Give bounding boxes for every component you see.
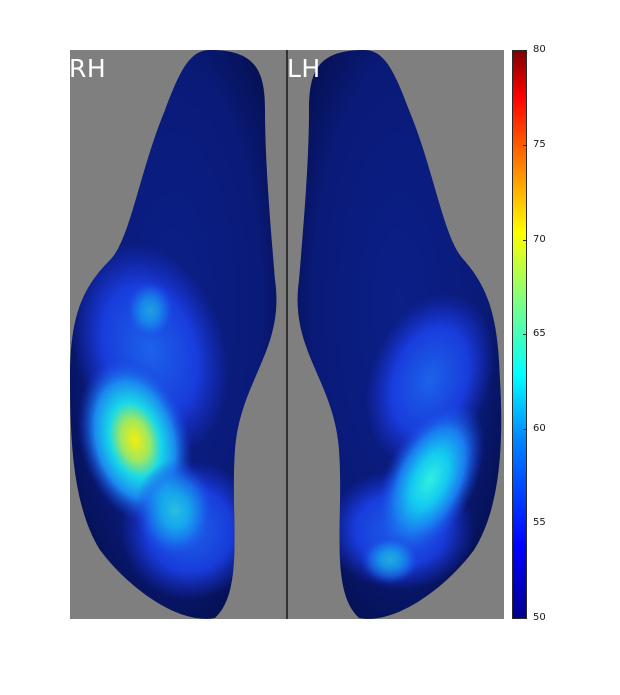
colorbar-tick-label: 65 [533, 328, 546, 339]
activation-map-rh [70, 242, 260, 600]
colorbar-tick-label: 55 [533, 517, 546, 528]
colorbar-tick-label: 50 [533, 612, 546, 623]
right-hemisphere-label: RH [69, 54, 107, 83]
colorbar-tick-label: 70 [533, 234, 546, 245]
left-hemisphere-label: LH [287, 54, 321, 83]
colorbar-tick-label: 80 [533, 44, 546, 55]
right-hemisphere [70, 50, 277, 619]
activation-map-lh [325, 292, 495, 590]
colorbar-tick-label: 60 [533, 423, 546, 434]
brain-surface-view [70, 50, 504, 619]
colorbar-tick-label: 75 [533, 139, 546, 150]
left-hemisphere [297, 50, 502, 619]
